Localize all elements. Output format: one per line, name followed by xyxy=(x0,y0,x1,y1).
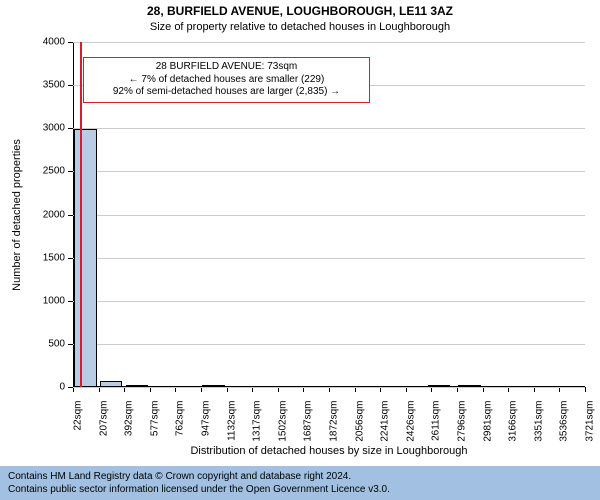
x-tick-label: 1687sqm xyxy=(303,401,314,442)
x-tick-label: 2056sqm xyxy=(354,401,365,442)
histogram-bar xyxy=(458,385,481,387)
histogram-bar xyxy=(126,385,149,387)
x-tick-label: 2241sqm xyxy=(380,401,391,442)
chart-title: 28, BURFIELD AVENUE, LOUGHBOROUGH, LE11 … xyxy=(0,4,600,18)
x-tick-label: 3536sqm xyxy=(559,401,570,442)
chart-subtitle: Size of property relative to detached ho… xyxy=(0,21,600,33)
annotation-line: ← 7% of detached houses are smaller (229… xyxy=(90,74,363,87)
y-tick-label: 1000 xyxy=(43,295,65,306)
gridline xyxy=(73,387,585,388)
x-tick-label: 1872sqm xyxy=(329,401,340,442)
x-tick-label: 947sqm xyxy=(201,401,212,437)
x-tick-label: 2796sqm xyxy=(457,401,468,442)
x-tick-label: 2426sqm xyxy=(405,401,416,442)
gridline xyxy=(73,42,585,43)
gridline xyxy=(73,128,585,129)
x-tick-label: 3351sqm xyxy=(533,401,544,442)
y-tick-label: 2500 xyxy=(43,166,65,177)
chart: 28, BURFIELD AVENUE, LOUGHBOROUGH, LE11 … xyxy=(0,0,600,500)
y-tick-label: 0 xyxy=(59,382,65,393)
annotation-line: 92% of semi-detached houses are larger (… xyxy=(90,86,363,99)
x-tick-label: 1317sqm xyxy=(252,401,263,442)
gridline xyxy=(73,301,585,302)
x-tick-label: 392sqm xyxy=(124,401,135,437)
annotation-line: 28 BURFIELD AVENUE: 73sqm xyxy=(90,61,363,74)
histogram-bar xyxy=(74,129,97,387)
y-tick-label: 2000 xyxy=(43,209,65,220)
x-tick-label: 3166sqm xyxy=(508,401,519,442)
gridline xyxy=(73,171,585,172)
x-tick-label: 1502sqm xyxy=(277,401,288,442)
subject-marker-line xyxy=(80,42,82,387)
x-tick-label: 207sqm xyxy=(98,401,109,437)
x-tick-label: 2981sqm xyxy=(482,401,493,442)
gridline xyxy=(73,258,585,259)
attribution-line-2: Contains public sector information licen… xyxy=(8,483,592,496)
x-tick-label: 577sqm xyxy=(149,401,160,437)
x-tick-label: 1132sqm xyxy=(226,401,237,441)
histogram-bar xyxy=(428,385,451,387)
y-tick-label: 3500 xyxy=(43,80,65,91)
y-tick-label: 1500 xyxy=(43,252,65,263)
x-axis-title: Distribution of detached houses by size … xyxy=(73,445,585,457)
x-tick xyxy=(585,387,586,392)
gridline xyxy=(73,344,585,345)
attribution: Contains HM Land Registry data © Crown c… xyxy=(0,466,600,500)
y-tick-label: 500 xyxy=(48,338,65,349)
x-tick-label: 2611sqm xyxy=(431,401,442,441)
y-tick-label: 4000 xyxy=(43,37,65,48)
gridline xyxy=(73,215,585,216)
y-axis-title: Number of detached properties xyxy=(11,139,23,291)
histogram-bar xyxy=(202,385,225,387)
histogram-bar xyxy=(100,381,123,387)
x-tick-label: 22sqm xyxy=(73,401,84,431)
x-tick-label: 3721sqm xyxy=(585,401,596,442)
annotation-box: 28 BURFIELD AVENUE: 73sqm← 7% of detache… xyxy=(83,57,370,103)
x-tick-label: 762sqm xyxy=(175,401,186,437)
y-tick-label: 3000 xyxy=(43,123,65,134)
attribution-line-1: Contains HM Land Registry data © Crown c… xyxy=(8,470,592,483)
